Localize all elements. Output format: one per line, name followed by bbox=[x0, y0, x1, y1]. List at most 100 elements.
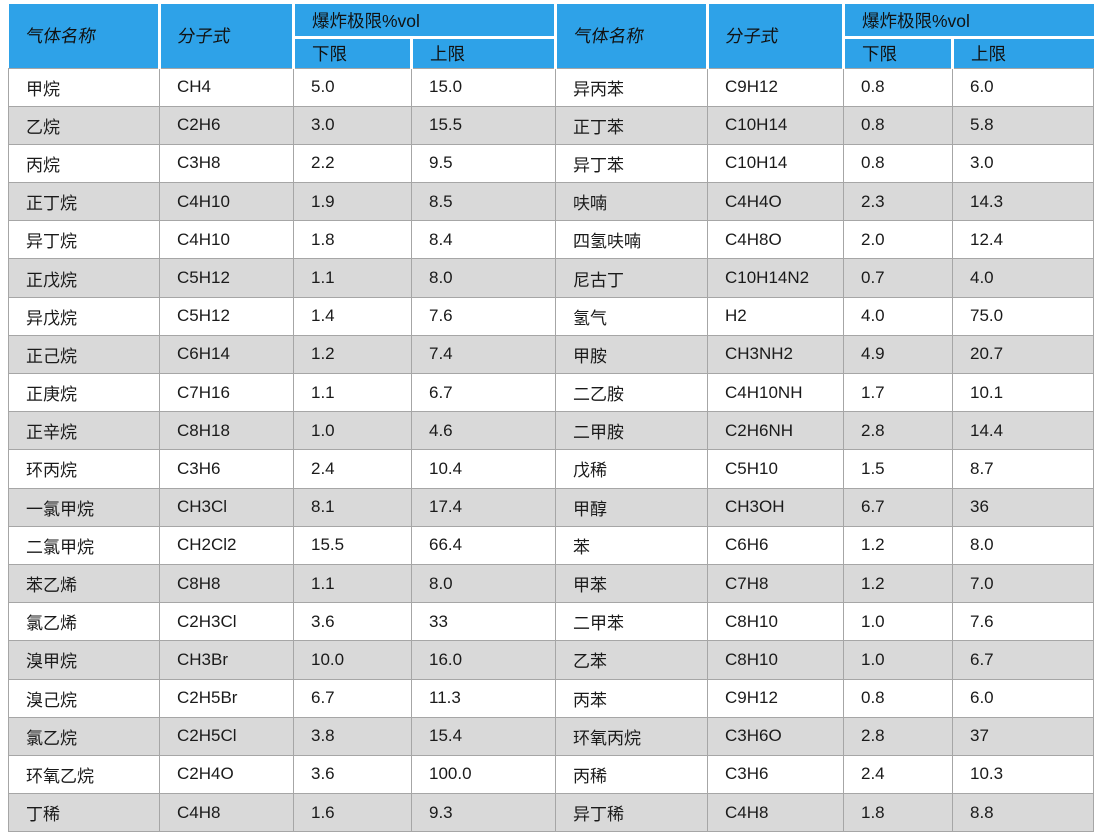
table-row: 丙烷 C3H8 2.2 9.5 异丁苯 C10H14 0.8 3.0 bbox=[8, 143, 1094, 184]
cell-formula: C4H4O bbox=[707, 182, 844, 222]
cell-upper-limit: 4.0 bbox=[952, 258, 1094, 298]
table-row: 溴甲烷 CH3Br 10.0 16.0 乙苯 C8H10 1.0 6.7 bbox=[8, 640, 1094, 680]
cell-lower-limit: 1.0 bbox=[843, 602, 953, 642]
cell-formula: C4H8 bbox=[159, 793, 294, 833]
header-gas-name-left-label: 气体名称 bbox=[23, 26, 98, 47]
cell-formula: C2H4O bbox=[159, 754, 294, 795]
cell-gas-name: 二乙胺 bbox=[555, 372, 708, 413]
cell-lower-limit: 1.9 bbox=[293, 182, 412, 222]
cell-gas-name: 尼古丁 bbox=[555, 258, 708, 298]
table-row: 环氧乙烷 C2H4O 3.6 100.0 丙稀 C3H6 2.4 10.3 bbox=[8, 754, 1094, 795]
cell-upper-limit: 10.3 bbox=[952, 754, 1094, 795]
cell-gas-name: 溴己烷 bbox=[8, 678, 160, 718]
cell-gas-name: 苯乙烯 bbox=[8, 563, 160, 604]
cell-upper-limit: 16.0 bbox=[411, 640, 556, 680]
cell-lower-limit: 1.1 bbox=[293, 258, 412, 298]
cell-gas-name: 环丙烷 bbox=[8, 449, 160, 489]
cell-gas-name: 环氧丙烷 bbox=[555, 716, 708, 756]
cell-gas-name: 正庚烷 bbox=[8, 372, 160, 413]
table-row: 异戊烷 C5H12 1.4 7.6 氢气 H2 4.0 75.0 bbox=[8, 296, 1094, 336]
cell-formula: C2H5Br bbox=[159, 678, 294, 718]
cell-formula: C2H6 bbox=[159, 105, 294, 145]
cell-gas-name: 呋喃 bbox=[555, 182, 708, 222]
cell-formula: C3H8 bbox=[159, 143, 294, 184]
cell-gas-name: 氢气 bbox=[555, 296, 708, 336]
cell-formula: C6H6 bbox=[707, 525, 844, 565]
table-row: 环丙烷 C3H6 2.4 10.4 戊稀 C5H10 1.5 8.7 bbox=[8, 449, 1094, 489]
cell-gas-name: 二氯甲烷 bbox=[8, 525, 160, 565]
header-row-sub: 下限 上限 下限 上限 bbox=[9, 37, 1094, 68]
cell-lower-limit: 2.8 bbox=[843, 716, 953, 756]
cell-lower-limit: 1.2 bbox=[843, 525, 953, 565]
cell-upper-limit: 8.8 bbox=[952, 793, 1094, 833]
cell-gas-name: 正戊烷 bbox=[8, 258, 160, 298]
header-lower-right: 下限 bbox=[843, 37, 954, 68]
cell-upper-limit: 6.7 bbox=[952, 640, 1094, 680]
cell-formula: C4H10NH bbox=[707, 372, 844, 413]
cell-upper-limit: 7.0 bbox=[952, 563, 1094, 604]
cell-lower-limit: 15.5 bbox=[293, 525, 412, 565]
cell-lower-limit: 1.1 bbox=[293, 563, 412, 604]
cell-gas-name: 正丁苯 bbox=[555, 105, 708, 145]
cell-lower-limit: 0.7 bbox=[843, 258, 953, 298]
cell-upper-limit: 20.7 bbox=[952, 334, 1094, 375]
header-gas-name-right: 气体名称 bbox=[555, 4, 709, 68]
cell-upper-limit: 7.6 bbox=[952, 602, 1094, 642]
cell-gas-name: 乙苯 bbox=[555, 640, 708, 680]
cell-formula: C8H10 bbox=[707, 602, 844, 642]
table-row: 二氯甲烷 CH2Cl2 15.5 66.4 苯 C6H6 1.2 8.0 bbox=[8, 525, 1094, 565]
cell-lower-limit: 6.7 bbox=[843, 487, 953, 527]
cell-formula: C8H18 bbox=[159, 411, 294, 451]
table-row: 氯乙烷 C2H5Cl 3.8 15.4 环氧丙烷 C3H6O 2.8 37 bbox=[8, 716, 1094, 756]
cell-formula: C9H12 bbox=[707, 678, 844, 718]
cell-lower-limit: 0.8 bbox=[843, 678, 953, 718]
cell-gas-name: 氯乙烯 bbox=[8, 602, 160, 642]
cell-gas-name: 甲苯 bbox=[555, 563, 708, 604]
cell-gas-name: 二甲胺 bbox=[555, 411, 708, 451]
cell-upper-limit: 37 bbox=[952, 716, 1094, 756]
cell-formula: C4H8O bbox=[707, 220, 844, 260]
cell-gas-name: 溴甲烷 bbox=[8, 640, 160, 680]
cell-lower-limit: 1.8 bbox=[293, 220, 412, 260]
cell-formula: C8H10 bbox=[707, 640, 844, 680]
cell-upper-limit: 11.3 bbox=[411, 678, 556, 718]
cell-gas-name: 戊稀 bbox=[555, 449, 708, 489]
cell-gas-name: 氯乙烷 bbox=[8, 716, 160, 756]
cell-upper-limit: 33 bbox=[411, 602, 556, 642]
cell-gas-name: 乙烷 bbox=[8, 105, 160, 145]
cell-formula: C2H3Cl bbox=[159, 602, 294, 642]
cell-formula: C6H14 bbox=[159, 334, 294, 375]
cell-upper-limit: 12.4 bbox=[952, 220, 1094, 260]
cell-gas-name: 二甲苯 bbox=[555, 602, 708, 642]
cell-formula: C10H14N2 bbox=[707, 258, 844, 298]
cell-gas-name: 异丁稀 bbox=[555, 793, 708, 833]
cell-formula: C4H10 bbox=[159, 182, 294, 222]
cell-lower-limit: 1.4 bbox=[293, 296, 412, 336]
table-row: 溴己烷 C2H5Br 6.7 11.3 丙苯 C9H12 0.8 6.0 bbox=[8, 678, 1094, 718]
cell-lower-limit: 1.1 bbox=[293, 372, 412, 413]
cell-lower-limit: 1.2 bbox=[843, 563, 953, 604]
cell-upper-limit: 9.3 bbox=[411, 793, 556, 833]
cell-lower-limit: 1.0 bbox=[293, 411, 412, 451]
cell-gas-name: 一氯甲烷 bbox=[8, 487, 160, 527]
cell-formula: C10H14 bbox=[707, 105, 844, 145]
table-row: 正己烷 C6H14 1.2 7.4 甲胺 CH3NH2 4.9 20.7 bbox=[8, 334, 1094, 375]
cell-gas-name: 丙稀 bbox=[555, 754, 708, 795]
cell-formula: C8H8 bbox=[159, 563, 294, 604]
cell-upper-limit: 3.0 bbox=[952, 143, 1094, 184]
header-gas-name-right-label: 气体名称 bbox=[572, 26, 646, 47]
cell-lower-limit: 0.8 bbox=[843, 143, 953, 184]
table-row: 乙烷 C2H6 3.0 15.5 正丁苯 C10H14 0.8 5.8 bbox=[8, 105, 1094, 145]
cell-gas-name: 正丁烷 bbox=[8, 182, 160, 222]
cell-lower-limit: 1.0 bbox=[843, 640, 953, 680]
header-lower-left: 下限 bbox=[293, 37, 413, 68]
cell-upper-limit: 15.4 bbox=[411, 716, 556, 756]
table-row: 丁稀 C4H8 1.6 9.3 异丁稀 C4H8 1.8 8.8 bbox=[8, 793, 1094, 833]
cell-formula: C3H6O bbox=[707, 716, 844, 756]
cell-gas-name: 异戊烷 bbox=[8, 296, 160, 336]
cell-gas-name: 异丁烷 bbox=[8, 220, 160, 260]
cell-formula: H2 bbox=[707, 296, 844, 336]
cell-lower-limit: 1.5 bbox=[843, 449, 953, 489]
cell-lower-limit: 2.4 bbox=[293, 449, 412, 489]
cell-upper-limit: 7.4 bbox=[411, 334, 556, 375]
